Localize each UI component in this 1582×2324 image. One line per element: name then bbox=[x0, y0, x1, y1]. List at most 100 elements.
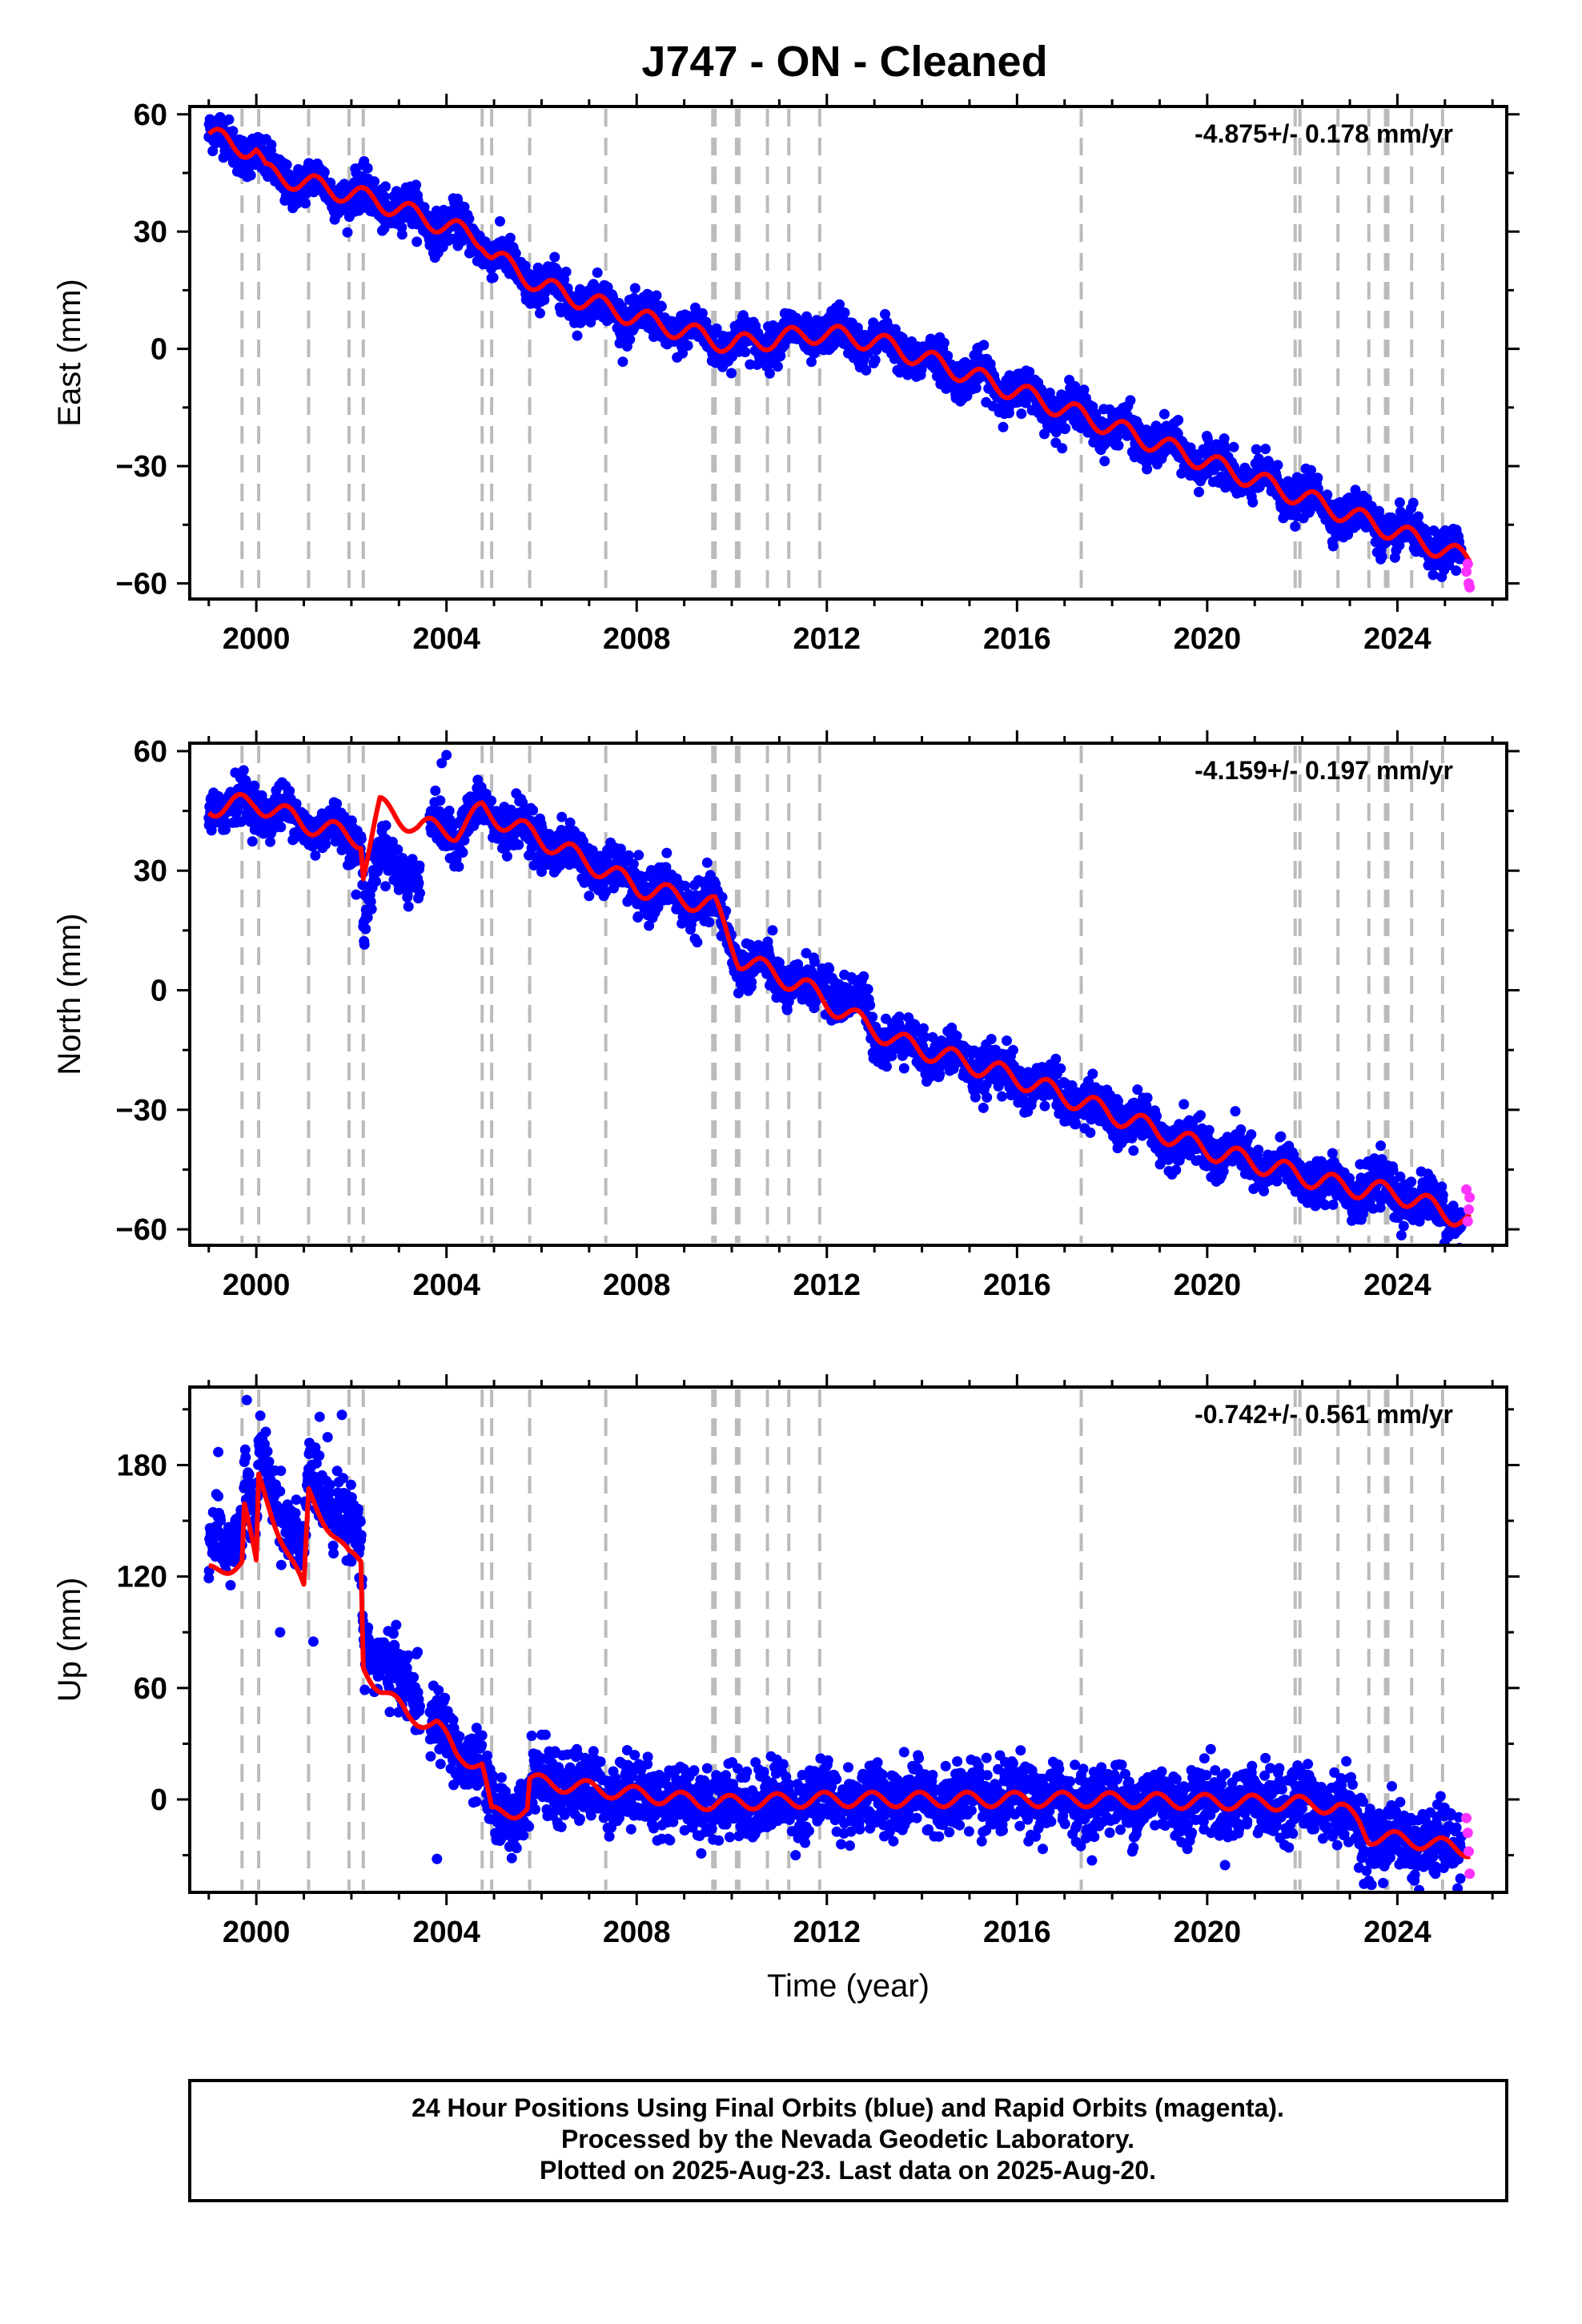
data-point bbox=[1290, 521, 1301, 532]
data-point bbox=[806, 356, 817, 368]
data-point bbox=[740, 347, 751, 358]
data-point bbox=[970, 383, 982, 393]
data-point bbox=[504, 232, 516, 243]
data-point bbox=[1376, 551, 1387, 562]
x-tick-label: 2012 bbox=[793, 622, 861, 656]
data-point bbox=[1394, 497, 1405, 508]
data-point bbox=[310, 850, 321, 861]
data-point bbox=[869, 355, 881, 365]
y-tick-label: 30 bbox=[134, 215, 167, 249]
data-point bbox=[661, 847, 673, 858]
data-point bbox=[865, 999, 876, 1011]
data-point bbox=[435, 795, 446, 806]
data-point bbox=[430, 785, 441, 796]
data-point bbox=[1272, 460, 1283, 471]
data-point bbox=[834, 299, 845, 310]
data-point bbox=[1451, 565, 1462, 576]
data-point bbox=[1413, 511, 1424, 522]
y-tick-label: 60 bbox=[134, 99, 167, 132]
data-point bbox=[495, 215, 505, 227]
data-point bbox=[746, 976, 757, 987]
rate-label: -4.875+/- 0.178 mm/yr bbox=[1195, 119, 1453, 148]
data-point bbox=[633, 850, 644, 861]
data-point bbox=[535, 308, 545, 319]
data-point bbox=[889, 324, 901, 335]
data-points bbox=[203, 750, 1467, 1245]
data-point bbox=[249, 780, 260, 791]
data-point bbox=[767, 925, 778, 936]
data-point bbox=[1327, 541, 1339, 552]
data-point bbox=[457, 847, 468, 858]
break-lines bbox=[240, 109, 1444, 597]
data-point bbox=[411, 179, 422, 191]
data-point bbox=[513, 839, 524, 850]
figure-title: J747 - ON - Cleaned bbox=[641, 38, 1047, 86]
data-point bbox=[245, 170, 256, 181]
panel-north: 2000 2004 2008 2012 2016 2020 2024−60−3003060N… bbox=[52, 730, 1520, 1302]
data-point bbox=[1427, 569, 1439, 581]
data-point bbox=[362, 163, 373, 174]
data-point bbox=[464, 213, 475, 224]
data-point bbox=[1024, 366, 1035, 377]
data-point bbox=[1251, 444, 1262, 455]
data-point bbox=[320, 838, 331, 850]
data-point bbox=[238, 765, 249, 776]
data-point bbox=[880, 308, 890, 320]
data-point bbox=[266, 139, 277, 151]
rapid-point bbox=[1462, 558, 1473, 569]
data-point bbox=[765, 368, 775, 379]
data-point bbox=[677, 348, 689, 359]
data-point bbox=[510, 247, 521, 259]
data-point bbox=[824, 963, 835, 975]
data-point bbox=[938, 337, 950, 348]
data-point bbox=[1247, 497, 1259, 508]
data-point bbox=[366, 903, 377, 915]
data-point bbox=[501, 850, 512, 862]
data-point bbox=[342, 227, 353, 238]
data-point bbox=[1125, 395, 1136, 406]
y-tick-label: −60 bbox=[116, 567, 167, 601]
x-tick-label: 2008 bbox=[603, 622, 671, 656]
data-point bbox=[412, 236, 423, 247]
data-point bbox=[629, 283, 640, 294]
data-point bbox=[355, 834, 367, 845]
data-point bbox=[1016, 408, 1027, 420]
y-axis-label: East (mm) bbox=[52, 279, 87, 426]
data-point bbox=[1173, 415, 1184, 425]
data-point bbox=[281, 159, 292, 171]
data-point bbox=[942, 350, 954, 361]
data-point bbox=[1057, 443, 1068, 454]
data-point bbox=[1003, 408, 1014, 419]
data-point bbox=[380, 820, 391, 831]
data-point bbox=[656, 301, 667, 312]
data-point bbox=[1099, 456, 1110, 467]
x-tick-label: 2020 bbox=[1174, 622, 1242, 656]
panel-east: 2000 2004 2008 2012 2016 2020 2024−60−3003060E… bbox=[52, 94, 1520, 656]
data-point bbox=[704, 917, 715, 927]
data-point bbox=[1312, 472, 1323, 484]
data-point bbox=[380, 881, 391, 892]
data-point bbox=[858, 971, 869, 982]
data-point bbox=[520, 260, 531, 271]
data-point bbox=[592, 267, 603, 278]
data-point bbox=[692, 937, 703, 948]
data-point bbox=[459, 201, 470, 212]
x-tick-label: 2024 bbox=[1363, 622, 1431, 656]
data-point bbox=[651, 290, 662, 301]
x-tick-label: 2016 bbox=[983, 622, 1051, 656]
data-point bbox=[697, 308, 708, 319]
y-tick-label: 0 bbox=[151, 333, 167, 367]
data-point bbox=[413, 878, 424, 889]
data-point bbox=[319, 167, 330, 178]
rapid-points bbox=[1461, 558, 1476, 593]
data-point bbox=[572, 330, 583, 341]
data-point bbox=[682, 340, 693, 351]
data-point bbox=[711, 323, 722, 334]
data-point bbox=[839, 307, 850, 318]
data-point bbox=[414, 860, 425, 871]
data-point bbox=[331, 798, 343, 810]
data-point bbox=[772, 361, 783, 372]
data-point bbox=[1020, 397, 1031, 408]
data-point bbox=[1158, 408, 1170, 420]
x-tick-label: 2004 bbox=[412, 622, 480, 656]
